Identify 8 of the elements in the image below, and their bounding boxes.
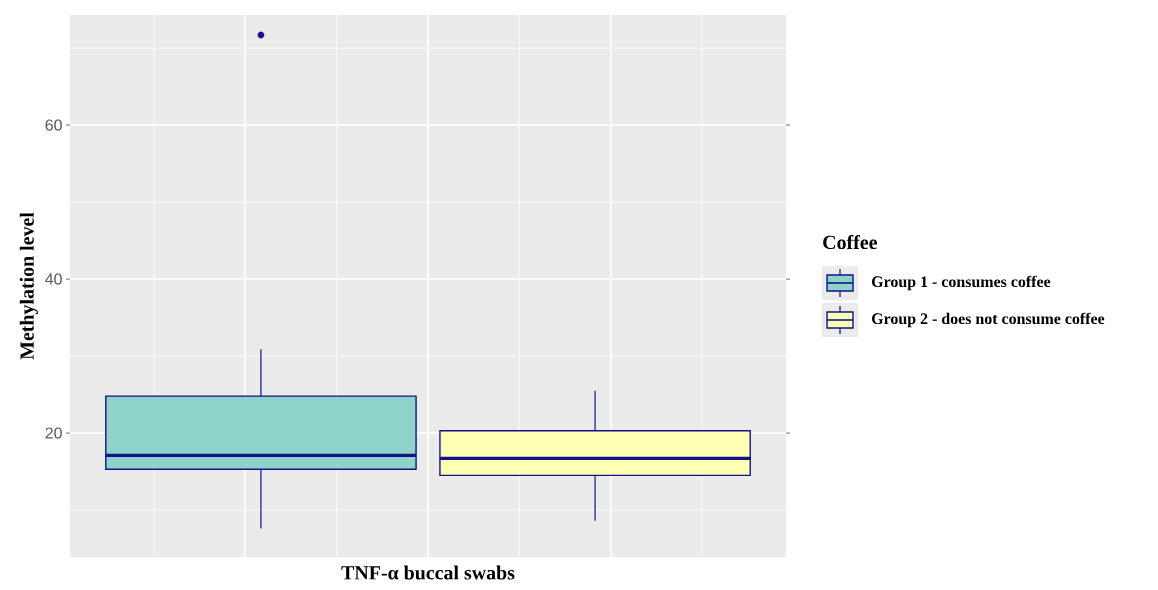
y-axis-title: Methylation level <box>19 212 38 360</box>
x-axis-title: TNF-α buccal swabs <box>341 565 515 580</box>
y-tick-label: 60 <box>45 119 62 131</box>
legend-title: Coffee <box>823 234 877 250</box>
legend-label: Group 2 - does not consume coffee <box>871 312 1105 328</box>
y-tick-label: 40 <box>45 273 62 285</box>
y-tick-label: 20 <box>45 427 62 439</box>
legend-label: Group 1 - consumes coffee <box>871 275 1051 291</box>
